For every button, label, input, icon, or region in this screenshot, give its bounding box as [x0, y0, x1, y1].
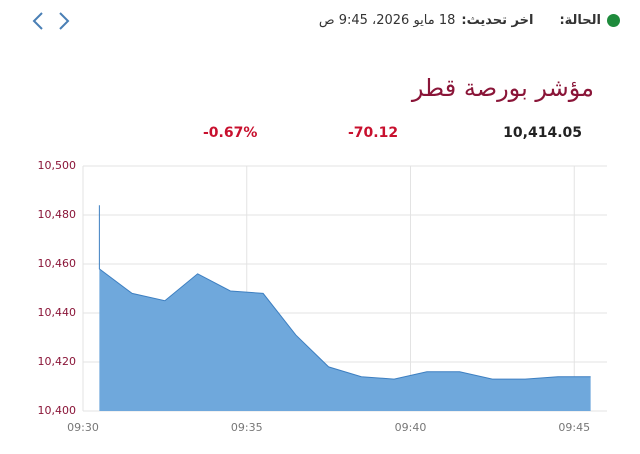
x-tick-label: 09:30 — [67, 421, 99, 434]
area — [99, 205, 591, 411]
x-tick-label: 09:35 — [231, 421, 263, 434]
status-label: الحالة: — [559, 13, 601, 28]
y-tick-label: 10,440 — [38, 306, 77, 319]
y-tick-label: 10,480 — [38, 208, 77, 221]
y-tick-label: 10,500 — [38, 159, 77, 172]
y-tick-label: 10,420 — [38, 355, 77, 368]
prev-arrow[interactable] — [32, 12, 43, 30]
update-label: اخر تحديث: — [461, 13, 534, 28]
next-arrow[interactable] — [59, 12, 70, 30]
x-tick-label: 09:45 — [558, 421, 590, 434]
change-value: -70.12 — [348, 125, 399, 141]
index-title: مؤشر بورصة قطر — [411, 74, 594, 102]
status-dot — [607, 14, 620, 27]
y-tick-label: 10,460 — [38, 257, 77, 270]
y-tick-label: 10,400 — [38, 404, 77, 417]
update-time: 18 مايو 2026، 9:45 ص — [318, 13, 456, 28]
x-tick-label: 09:40 — [395, 421, 427, 434]
change-percent: -0.67% — [203, 125, 258, 141]
nav-arrows — [32, 12, 70, 30]
line — [98, 205, 591, 380]
last-value: 10,414.05 — [503, 125, 582, 141]
status-bar: الحالة: اخر تحديث: 18 مايو 2026، 9:45 ص — [319, 13, 620, 28]
